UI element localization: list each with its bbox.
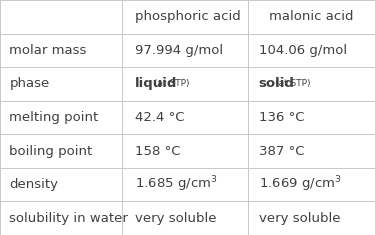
Text: boiling point: boiling point (9, 145, 93, 158)
Text: 104.06 g/mol: 104.06 g/mol (259, 44, 347, 57)
Text: 97.994 g/mol: 97.994 g/mol (135, 44, 223, 57)
Text: very soluble: very soluble (259, 212, 340, 225)
Text: 1.685 g/cm$^3$: 1.685 g/cm$^3$ (135, 175, 218, 194)
Text: solid: solid (259, 77, 295, 90)
Text: very soluble: very soluble (135, 212, 216, 225)
Text: melting point: melting point (9, 111, 99, 124)
Text: 136 °C: 136 °C (259, 111, 304, 124)
Text: 42.4 °C: 42.4 °C (135, 111, 184, 124)
Text: (at STP): (at STP) (275, 79, 311, 88)
Text: (at STP): (at STP) (154, 79, 190, 88)
Text: phase: phase (9, 77, 50, 90)
Text: 1.669 g/cm$^3$: 1.669 g/cm$^3$ (259, 175, 341, 194)
Text: molar mass: molar mass (9, 44, 87, 57)
Text: 158 °C: 158 °C (135, 145, 180, 158)
Text: density: density (9, 178, 58, 191)
Text: malonic acid: malonic acid (269, 10, 354, 23)
Text: 387 °C: 387 °C (259, 145, 304, 158)
Text: solubility in water: solubility in water (9, 212, 128, 225)
Text: liquid: liquid (135, 77, 177, 90)
Text: phosphoric acid: phosphoric acid (135, 10, 240, 23)
